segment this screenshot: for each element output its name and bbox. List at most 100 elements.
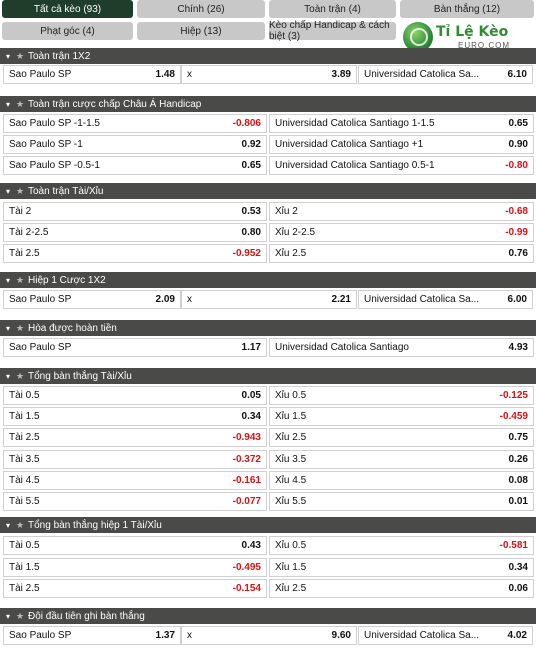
odds-cell[interactable]: Xỉu 1.5 -0.459 xyxy=(269,407,534,426)
odds-cell[interactable]: Tài 1.5 -0.495 xyxy=(3,558,267,577)
market-header[interactable]: ▾ ★ Hiệp 1 Cược 1X2 xyxy=(0,272,536,288)
star-icon[interactable]: ★ xyxy=(16,370,25,381)
odds-cell[interactable]: Xỉu 2-2.5 -0.99 xyxy=(269,223,534,242)
odds-cell[interactable]: Tài 2 0.53 xyxy=(3,202,267,221)
market-header[interactable]: ▾ ★ Toàn trận cược chấp Châu Á Handicap xyxy=(0,96,536,112)
odds-cell[interactable]: Xỉu 2.5 0.75 xyxy=(269,428,534,447)
odds-cell[interactable]: Xỉu 5.5 0.01 xyxy=(269,492,534,511)
odds-cell[interactable]: Tài 2.5 -0.943 xyxy=(3,428,267,447)
odds-value: -0.68 xyxy=(505,206,528,217)
odds-cell[interactable]: Universidad Catolica Sa... 4.02 xyxy=(358,626,533,645)
odds-label: Universidad Catolica Santiago 0.5-1 xyxy=(275,160,435,171)
odds-cell[interactable]: Sao Paulo SP 1.48 xyxy=(3,65,181,84)
odds-label: Tài 0.5 xyxy=(9,540,40,551)
odds-cell[interactable]: x 3.89 xyxy=(181,65,357,84)
odds-value: -0.80 xyxy=(505,160,528,171)
odds-cell[interactable]: Tài 5.5 -0.077 xyxy=(3,492,267,511)
chevron-down-icon[interactable]: ▾ xyxy=(5,520,10,530)
tab-handicap[interactable]: Kèo chấp Handicap & cách biệt (3) xyxy=(269,20,396,42)
odds-cell[interactable]: Sao Paulo SP -1 0.92 xyxy=(3,135,267,154)
tab-goals[interactable]: Bàn thắng (12) xyxy=(400,0,534,18)
odds-cell[interactable]: Xỉu 2.5 0.06 xyxy=(269,579,534,598)
odds-cell[interactable]: Xỉu 0.5 -0.581 xyxy=(269,536,534,555)
star-icon[interactable]: ★ xyxy=(16,185,25,196)
odds-value: 1.48 xyxy=(155,69,175,80)
odds-value: 0.65 xyxy=(508,118,528,129)
odds-value: -0.495 xyxy=(232,562,261,573)
odds-cell[interactable]: Sao Paulo SP 1.17 xyxy=(3,338,267,357)
tab-all[interactable]: Tất cả kèo (93) xyxy=(2,0,133,18)
odds-label: Universidad Catolica Sa... xyxy=(364,630,480,641)
star-icon[interactable]: ★ xyxy=(16,519,25,530)
odds-cell[interactable]: Tài 3.5 -0.372 xyxy=(3,450,267,469)
odds-cell[interactable]: Xỉu 2 -0.68 xyxy=(269,202,534,221)
odds-value: 0.80 xyxy=(241,227,261,238)
odds-cell[interactable]: Xỉu 2.5 0.76 xyxy=(269,244,534,263)
odds-label: x xyxy=(187,630,192,641)
odds-cell[interactable]: Tài 0.5 0.43 xyxy=(3,536,267,555)
tab-halves[interactable]: Hiệp (13) xyxy=(137,22,265,40)
market-title: Hòa được hoàn tiền xyxy=(28,322,117,334)
odds-cell[interactable]: Xỉu 4.5 0.08 xyxy=(269,471,534,490)
chevron-down-icon[interactable]: ▾ xyxy=(5,275,10,285)
odds-cell[interactable]: Tài 0.5 0.05 xyxy=(3,386,267,405)
odds-cell[interactable]: Universidad Catolica Santiago 1-1.5 0.65 xyxy=(269,114,534,133)
odds-value: 0.43 xyxy=(241,540,261,551)
chevron-down-icon[interactable]: ▾ xyxy=(5,99,10,109)
odds-cell[interactable]: Xỉu 1.5 0.34 xyxy=(269,558,534,577)
odds-value: 6.00 xyxy=(507,294,527,305)
odds-cell[interactable]: Tài 2.5 -0.154 xyxy=(3,579,267,598)
tab-full-match[interactable]: Toàn trận (4) xyxy=(269,0,396,18)
odds-cell[interactable]: Tài 2.5 -0.952 xyxy=(3,244,267,263)
market-title: Hiệp 1 Cược 1X2 xyxy=(28,274,106,286)
market-header[interactable]: ▾ ★ Tổng bàn thắng hiệp 1 Tài/Xỉu xyxy=(0,517,536,533)
odds-value: -0.125 xyxy=(499,390,528,401)
odds-cell[interactable]: Xỉu 0.5 -0.125 xyxy=(269,386,534,405)
odds-label: Tài 2.5 xyxy=(9,583,40,594)
odds-cell[interactable]: Sao Paulo SP 1.37 xyxy=(3,626,181,645)
market-header[interactable]: ▾ ★ Đội đầu tiên ghi bàn thắng xyxy=(0,608,536,624)
chevron-down-icon[interactable]: ▾ xyxy=(5,51,10,61)
odds-label: Xỉu 4.5 xyxy=(275,475,307,486)
soccer-ball-icon xyxy=(403,22,433,52)
tab-corners[interactable]: Phạt góc (4) xyxy=(2,22,133,40)
chevron-down-icon[interactable]: ▾ xyxy=(5,186,10,196)
odds-cell[interactable]: Sao Paulo SP -1-1.5 -0.806 xyxy=(3,114,267,133)
market-header[interactable]: ▾ ★ Tổng bàn thắng Tài/Xỉu xyxy=(0,368,536,384)
chevron-down-icon[interactable]: ▾ xyxy=(5,611,10,621)
odds-cell[interactable]: x 9.60 xyxy=(181,626,357,645)
odds-cell[interactable]: Sao Paulo SP 2.09 xyxy=(3,290,181,309)
odds-cell[interactable]: x 2.21 xyxy=(181,290,357,309)
odds-label: Sao Paulo SP -1-1.5 xyxy=(9,118,100,129)
odds-label: Tài 5.5 xyxy=(9,496,40,507)
market-title: Đội đầu tiên ghi bàn thắng xyxy=(28,610,145,622)
odds-value: 0.65 xyxy=(241,160,261,171)
odds-cell[interactable]: Tài 1.5 0.34 xyxy=(3,407,267,426)
market-title: Tổng bàn thắng hiệp 1 Tài/Xỉu xyxy=(28,519,162,531)
chevron-down-icon[interactable]: ▾ xyxy=(5,371,10,381)
odds-cell[interactable]: Universidad Catolica Sa... 6.10 xyxy=(358,65,533,84)
odds-cell[interactable]: Universidad Catolica Santiago 0.5-1 -0.80 xyxy=(269,156,534,175)
star-icon[interactable]: ★ xyxy=(16,322,25,333)
chevron-down-icon[interactable]: ▾ xyxy=(5,323,10,333)
odds-value: 0.53 xyxy=(241,206,261,217)
odds-label: Tài 0.5 xyxy=(9,390,40,401)
star-icon[interactable]: ★ xyxy=(16,50,25,61)
odds-label: Sao Paulo SP -0.5-1 xyxy=(9,160,100,171)
market-header[interactable]: ▾ ★ Toàn trận 1X2 xyxy=(0,48,536,64)
odds-value: 0.26 xyxy=(508,454,528,465)
market-header[interactable]: ▾ ★ Hòa được hoàn tiền xyxy=(0,320,536,336)
odds-cell[interactable]: Xỉu 3.5 0.26 xyxy=(269,450,534,469)
star-icon[interactable]: ★ xyxy=(16,610,25,621)
market-header[interactable]: ▾ ★ Toàn trận Tài/Xỉu xyxy=(0,183,536,199)
star-icon[interactable]: ★ xyxy=(16,98,25,109)
odds-cell[interactable]: Sao Paulo SP -0.5-1 0.65 xyxy=(3,156,267,175)
odds-cell[interactable]: Tài 2-2.5 0.80 xyxy=(3,223,267,242)
odds-cell[interactable]: Universidad Catolica Santiago +1 0.90 xyxy=(269,135,534,154)
star-icon[interactable]: ★ xyxy=(16,274,25,285)
odds-cell[interactable]: Universidad Catolica Santiago 4.93 xyxy=(269,338,534,357)
odds-value: 0.76 xyxy=(508,248,528,259)
tab-main[interactable]: Chính (26) xyxy=(137,0,265,18)
odds-cell[interactable]: Universidad Catolica Sa... 6.00 xyxy=(358,290,533,309)
odds-cell[interactable]: Tài 4.5 -0.161 xyxy=(3,471,267,490)
